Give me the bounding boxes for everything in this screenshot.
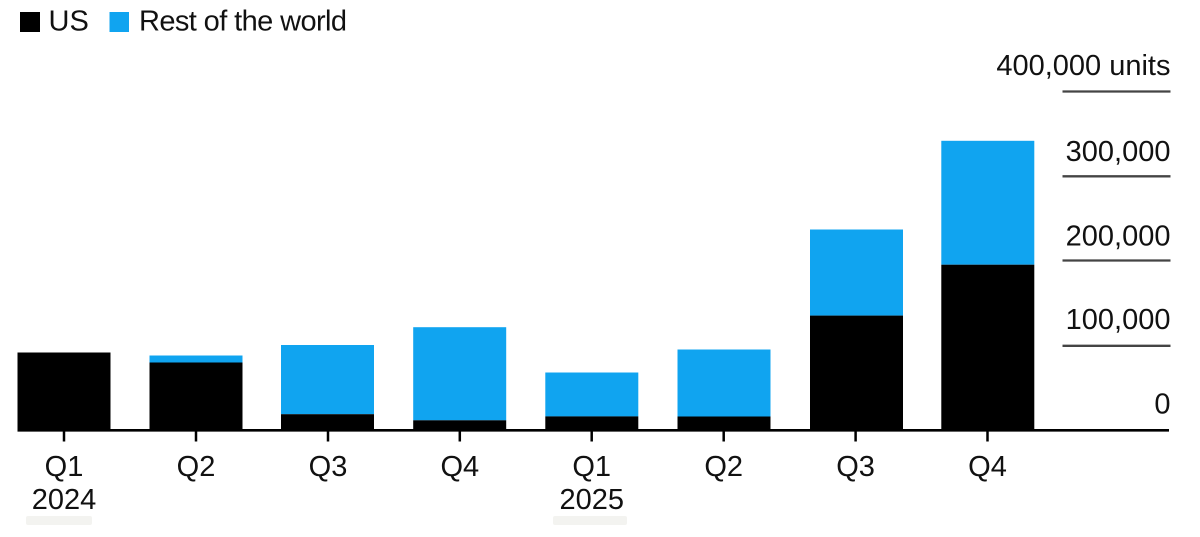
svg-text:Rest of the world: Rest of the world: [139, 6, 346, 38]
svg-text:Q3: Q3: [836, 451, 875, 483]
svg-text:Q4: Q4: [440, 451, 479, 483]
svg-text:Q1: Q1: [45, 451, 84, 483]
svg-text:400,000 units: 400,000 units: [996, 50, 1170, 82]
svg-text:0: 0: [1154, 389, 1170, 421]
svg-text:US: US: [49, 6, 89, 38]
svg-text:Q2: Q2: [177, 451, 216, 483]
svg-text:100,000: 100,000: [1066, 304, 1171, 336]
svg-text:200,000: 200,000: [1066, 220, 1171, 252]
svg-text:2024: 2024: [32, 484, 97, 516]
svg-text:Q4: Q4: [968, 451, 1007, 483]
svg-text:Q1: Q1: [572, 451, 611, 483]
svg-text:300,000: 300,000: [1066, 136, 1171, 168]
svg-text:Q2: Q2: [704, 451, 743, 483]
svg-text:2025: 2025: [559, 484, 624, 516]
svg-text:Q3: Q3: [309, 451, 348, 483]
